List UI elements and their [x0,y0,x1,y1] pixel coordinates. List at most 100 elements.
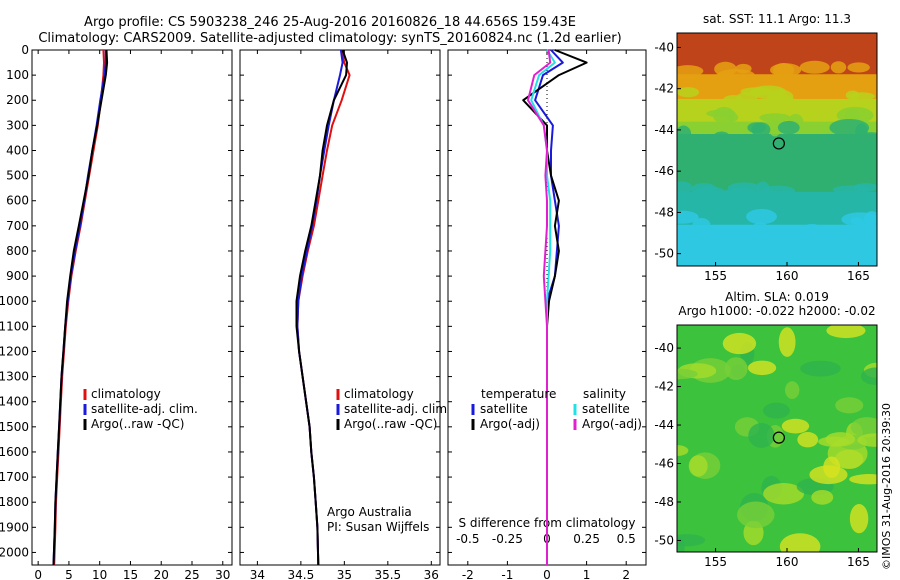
y-tick-label: -46 [654,457,674,471]
y-tick-label: -44 [654,123,674,137]
x-tick-label: 34 [250,568,265,580]
x-tick-label: 0 [34,568,42,580]
sst-map-panel: 155 160 165 -40 -42 -44 -46 -48 -50 sat. SST: 11.… [654,12,878,283]
x-tick-label: 5 [65,568,73,580]
x-tick-label: 165 [847,555,870,569]
y-tick-label: -46 [654,164,674,178]
x-tick-label: -1 [501,568,513,580]
sst-texture-patch [712,106,736,124]
sla-map-panel: 155 160 165 -40 -42 -44 -46 -48 -50 Altim. SLA: 0… [654,290,878,569]
legend-group-title: salinity [583,387,626,401]
x2-tick-label: 0.25 [573,532,600,546]
y-tick-label: -50 [654,247,674,261]
sst-texture-patch [851,78,872,87]
sst-texture-patch [853,183,877,192]
x-tick-label: 165 [847,269,870,283]
legend-group-title: temperature [481,387,556,401]
x-tick-label: 30 [215,568,230,580]
sla-texture-patch [835,397,864,414]
y-tick-label: 100 [6,68,29,82]
sla-texture-patch [737,501,775,529]
sla-texture-patch [797,432,819,448]
y-tick-label: 900 [6,269,29,283]
sla-texture-patch [811,489,834,505]
sst-texture-patch [848,92,876,101]
title-line-1: Argo profile: CS 5903238_246 25-Aug-2016… [84,15,576,30]
sst-texture-patch [761,185,795,196]
x-tick-label: 15 [123,568,138,580]
sst-texture-patch [755,258,794,266]
annotation-line: Argo Australia [327,505,412,519]
sst-texture-patch [719,187,760,206]
sst-texture-patch [694,186,726,199]
y-tick-label: 1700 [0,470,29,484]
legend-entry: Argo(..raw -QC) [91,417,184,431]
title-line-2: Climatology: CARS2009. Satellite-adjuste… [38,31,621,46]
sla-texture-patch [860,367,877,385]
y-tick-label: 500 [6,169,29,183]
sla-texture-patch [850,417,877,438]
sla-texture-patch [677,445,689,457]
sst-texture-patch [716,69,756,82]
sst-texture-patch [811,192,832,202]
sla-texture-patch [724,357,748,380]
sst-texture-patch [769,63,802,77]
argo-location-marker [772,431,785,444]
x-tick-label: 160 [776,555,799,569]
plot-frame [31,49,233,566]
map-subtitle: Argo h1000: -0.022 h2000: -0.02 [678,304,875,318]
y-tick-label: -50 [654,533,674,547]
sla-texture-patch [818,436,850,447]
sla-texture-patch [826,325,866,339]
x-tick-label: 2 [622,568,630,580]
y-tick-label: 1900 [0,520,29,534]
y-tick-label: -40 [654,40,674,54]
y-tick-label: 0 [21,43,29,57]
x-tick-label: 25 [184,568,199,580]
y-tick-label: 1300 [0,370,29,384]
x2-tick-label: -0.5 [456,532,479,546]
sst-texture-patch [802,223,822,236]
x-tick-label: 36 [424,568,439,580]
series-line-argo-raw-qc- [52,49,109,566]
sla-texture-patch [748,423,775,448]
sla-texture-patch [849,474,877,485]
sla-texture-patch [688,455,708,477]
legend-entry: satellite-adj. clim. [344,402,451,416]
y-tick-label: 300 [6,118,29,132]
legend-entry: satellite [582,402,630,416]
y-tick-label: 200 [6,93,29,107]
sst-texture-patch [799,60,830,74]
salinity-panel: 3434.53535.536salinityclimatologysatelli… [239,49,451,580]
sst-texture-patch [746,208,777,225]
map-title: sat. SST: 11.1 Argo: 11.3 [703,12,851,26]
x-tick-label: 34.5 [288,568,315,580]
y-tick-label: 1400 [0,395,29,409]
sst-texture-patch [863,211,877,229]
sst-texture-patch [836,253,872,266]
sla-texture-patch [781,418,810,434]
sla-texture-patch [763,483,805,505]
sst-texture-patch [768,119,781,137]
sst-texture-patch [747,122,766,134]
sla-texture-patch [785,381,800,399]
sla-texture-patch [722,332,757,355]
timestamp-credit: ©IMOS 31-Aug-2016 20:39:30 [880,403,893,570]
annotation-line: PI: Susan Wijffels [327,520,429,534]
y-tick-label: -42 [654,82,674,96]
sla-texture-patch [763,402,790,419]
sst-texture-patch [796,136,834,144]
x2-tick-label: -0.25 [492,532,523,546]
sst-texture-patch [755,181,770,197]
y-tick-label: 700 [6,219,29,233]
x-tick-label: 155 [704,269,727,283]
sla-texture-patch [779,533,821,552]
legend-entry: Argo(..raw -QC) [344,417,437,431]
sst-texture-patch [734,264,746,266]
sla-texture-patch [778,327,796,357]
argo-location-marker [772,137,785,150]
y-tick-label: 1800 [0,495,29,509]
sst-texture-patch [759,113,791,123]
sla-texture-patch [823,456,841,478]
